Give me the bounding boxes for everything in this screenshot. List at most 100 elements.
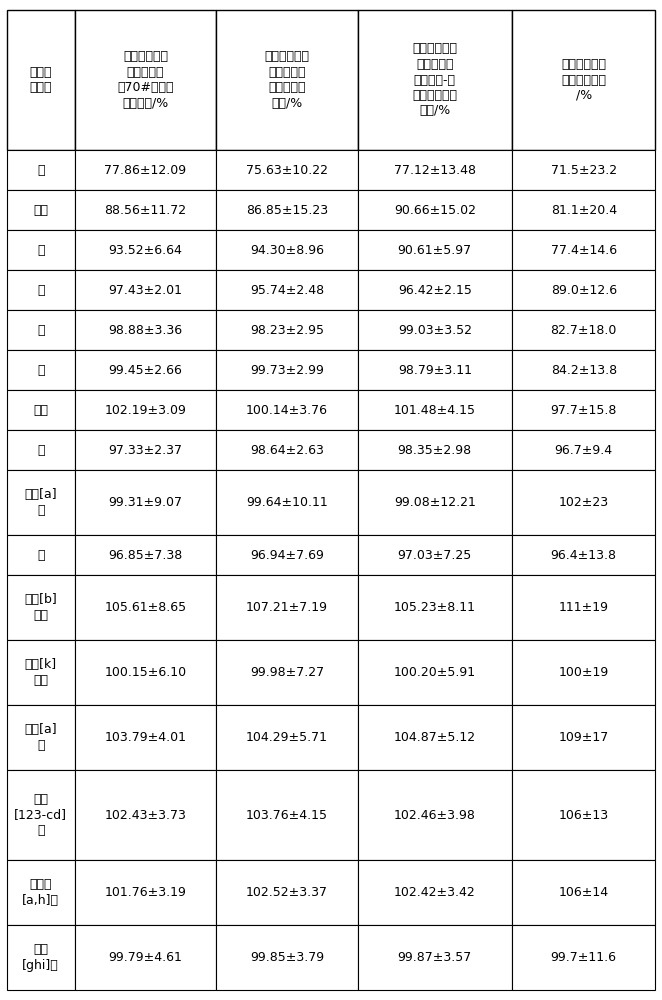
- Text: 88.56±11.72: 88.56±11.72: [105, 204, 187, 217]
- Bar: [357, 10, 512, 150]
- Text: 萘: 萘: [37, 163, 44, 176]
- Bar: [7, 770, 75, 860]
- Bar: [357, 190, 512, 230]
- Bar: [512, 470, 655, 535]
- Bar: [357, 535, 512, 575]
- Bar: [75, 925, 216, 990]
- Text: 89.0±12.6: 89.0±12.6: [551, 284, 617, 297]
- Text: 96.85±7.38: 96.85±7.38: [109, 549, 183, 562]
- Text: 蒽: 蒽: [37, 364, 44, 377]
- Bar: [7, 270, 75, 310]
- Bar: [7, 190, 75, 230]
- Text: 99.85±3.79: 99.85±3.79: [250, 951, 324, 964]
- Text: 99.03±3.52: 99.03±3.52: [398, 324, 472, 337]
- Text: 96.42±2.15: 96.42±2.15: [398, 284, 472, 297]
- Bar: [512, 150, 655, 190]
- Text: 100.14±3.76: 100.14±3.76: [246, 404, 328, 417]
- Bar: [75, 390, 216, 430]
- Text: 81.1±20.4: 81.1±20.4: [551, 204, 617, 217]
- Text: 99.08±12.21: 99.08±12.21: [394, 496, 476, 509]
- Bar: [512, 860, 655, 925]
- Bar: [512, 705, 655, 770]
- Text: 芴: 芴: [37, 284, 44, 297]
- Text: 98.79±3.11: 98.79±3.11: [398, 364, 472, 377]
- Bar: [7, 350, 75, 390]
- Text: 102±23: 102±23: [559, 496, 609, 509]
- Text: 99.31±9.07: 99.31±9.07: [109, 496, 183, 509]
- Bar: [216, 270, 357, 310]
- Text: 75.63±10.22: 75.63±10.22: [246, 163, 328, 176]
- Text: 98.88±3.36: 98.88±3.36: [109, 324, 183, 337]
- Text: 105.61±8.65: 105.61±8.65: [105, 601, 187, 614]
- Text: 71.5±23.2: 71.5±23.2: [551, 163, 617, 176]
- Bar: [512, 770, 655, 860]
- Text: 95.74±2.48: 95.74±2.48: [250, 284, 324, 297]
- Text: 100±19: 100±19: [559, 666, 609, 679]
- Text: 94.30±8.96: 94.30±8.96: [250, 244, 324, 257]
- Bar: [216, 10, 357, 150]
- Text: 本方法的平均
加标回收率
（70#道路石
油沥青）/%: 本方法的平均 加标回收率 （70#道路石 油沥青）/%: [117, 50, 173, 110]
- Text: 106±13: 106±13: [559, 809, 609, 822]
- Text: 98.23±2.95: 98.23±2.95: [250, 324, 324, 337]
- Bar: [357, 925, 512, 990]
- Text: 苯并[b]
荧蒽: 苯并[b] 荧蒽: [24, 593, 57, 622]
- Bar: [357, 230, 512, 270]
- Text: 105.23±8.11: 105.23±8.11: [394, 601, 476, 614]
- Text: 多环芳
烃名称: 多环芳 烃名称: [29, 66, 52, 94]
- Text: 苯并[k]
荧蒽: 苯并[k] 荧蒽: [24, 658, 57, 687]
- Bar: [75, 770, 216, 860]
- Bar: [357, 390, 512, 430]
- Bar: [75, 310, 216, 350]
- Bar: [75, 430, 216, 470]
- Text: 90.66±15.02: 90.66±15.02: [394, 204, 476, 217]
- Bar: [512, 350, 655, 390]
- Bar: [75, 230, 216, 270]
- Text: 苊: 苊: [37, 244, 44, 257]
- Bar: [75, 705, 216, 770]
- Text: 茚并
[123-cd]
芘: 茚并 [123-cd] 芘: [14, 793, 67, 837]
- Text: 77.86±12.09: 77.86±12.09: [105, 163, 187, 176]
- Bar: [7, 705, 75, 770]
- Bar: [216, 860, 357, 925]
- Bar: [216, 770, 357, 860]
- Bar: [7, 310, 75, 350]
- Text: 99.98±7.27: 99.98±7.27: [250, 666, 324, 679]
- Bar: [75, 270, 216, 310]
- Text: 84.2±13.8: 84.2±13.8: [551, 364, 617, 377]
- Bar: [7, 390, 75, 430]
- Text: 二苯并
[a,h]蒽: 二苯并 [a,h]蒽: [23, 878, 59, 907]
- Bar: [512, 430, 655, 470]
- Bar: [216, 310, 357, 350]
- Bar: [75, 150, 216, 190]
- Bar: [512, 535, 655, 575]
- Text: 98.64±2.63: 98.64±2.63: [250, 444, 324, 457]
- Text: 98.35±2.98: 98.35±2.98: [398, 444, 472, 457]
- Bar: [512, 575, 655, 640]
- Text: 96.7±9.4: 96.7±9.4: [555, 444, 613, 457]
- Text: 96.4±13.8: 96.4±13.8: [551, 549, 617, 562]
- Text: 芘: 芘: [37, 444, 44, 457]
- Text: 99.79±4.61: 99.79±4.61: [109, 951, 183, 964]
- Bar: [7, 640, 75, 705]
- Bar: [7, 535, 75, 575]
- Text: 102.43±3.73: 102.43±3.73: [105, 809, 187, 822]
- Bar: [216, 350, 357, 390]
- Text: 100.15±6.10: 100.15±6.10: [105, 666, 187, 679]
- Text: 苯并[a]
芘: 苯并[a] 芘: [24, 723, 57, 752]
- Text: 102.42±3.42: 102.42±3.42: [394, 886, 476, 899]
- Bar: [7, 470, 75, 535]
- Text: 99.7±11.6: 99.7±11.6: [551, 951, 617, 964]
- Bar: [75, 350, 216, 390]
- Text: 86.85±15.23: 86.85±15.23: [246, 204, 328, 217]
- Text: 99.45±2.66: 99.45±2.66: [109, 364, 183, 377]
- Text: 101.48±4.15: 101.48±4.15: [394, 404, 476, 417]
- Bar: [75, 860, 216, 925]
- Bar: [7, 430, 75, 470]
- Bar: [357, 860, 512, 925]
- Bar: [7, 925, 75, 990]
- Bar: [357, 640, 512, 705]
- Text: 荧蒽: 荧蒽: [33, 404, 48, 417]
- Text: 屈: 屈: [37, 549, 44, 562]
- Bar: [216, 190, 357, 230]
- Bar: [512, 390, 655, 430]
